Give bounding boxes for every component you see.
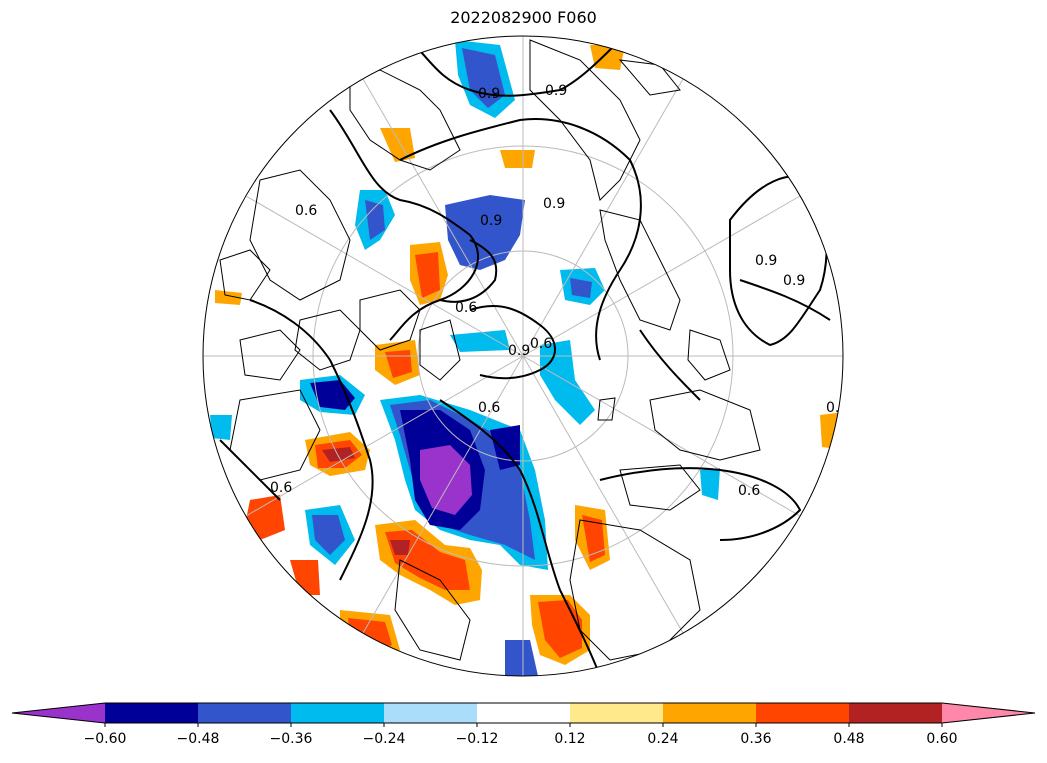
map-boundary [202, 35, 844, 677]
colorbar-segment [198, 703, 291, 723]
graticule [203, 36, 843, 676]
colorbar-tick-label: −0.60 [84, 731, 127, 747]
contour-label: 0.6 [270, 480, 292, 496]
colorbar-segment [849, 703, 942, 723]
colorbar-segment [384, 703, 477, 723]
contour-label: 0.9 [755, 253, 777, 269]
contour-label: 0.9 [545, 83, 567, 99]
colorbar-tick-label: −0.12 [456, 731, 499, 747]
contour-label: 0.9 [480, 213, 502, 229]
colorbar-segment [570, 703, 663, 723]
contour-label: 0.6 [826, 400, 848, 416]
colorbar-tick-label: 0.12 [554, 731, 585, 747]
colorbar-tick-label: 0.60 [926, 731, 957, 747]
contour-label: 0.9 [508, 343, 530, 359]
map-title: 2022082900 F060 [450, 8, 597, 27]
colorbar: −0.60 −0.48 −0.36 −0.24 −0.12 0.12 0.24 0.36 0.4… [11, 702, 1036, 747]
contour-label: 0.9 [478, 86, 500, 102]
colorbar-segment [663, 703, 756, 723]
colorbar-segment [477, 703, 570, 723]
colorbar-segment [105, 703, 198, 723]
coastlines [219, 39, 761, 661]
contour-label: 0.6 [295, 203, 317, 219]
contour-label: 0.9 [783, 273, 805, 289]
contour-label: 0.9 [543, 196, 565, 212]
polar-map: 0.9 0.9 0.9 0.9 0.9 0.9 0.9 0.6 0.6 0.6 … [202, 35, 848, 677]
shaded-anomalies [210, 40, 843, 676]
colorbar-tick-label: −0.24 [363, 731, 406, 747]
colorbar-tick-label: 0.24 [647, 731, 678, 747]
contour-lines [219, 39, 831, 676]
colorbar-tick-label: 0.36 [740, 731, 771, 747]
contour-label: 0.6 [530, 336, 552, 352]
colorbar-tick-label: 0.48 [833, 731, 864, 747]
contour-label: 0.6 [738, 483, 760, 499]
colorbar-segment [12, 703, 105, 723]
colorbar-segment [291, 703, 384, 723]
colorbar-segment [756, 703, 849, 723]
colorbar-tick-label: −0.48 [177, 731, 220, 747]
colorbar-tick-label: −0.36 [270, 731, 313, 747]
colorbar-segment [942, 703, 1035, 723]
contour-label: 0.6 [455, 300, 477, 316]
contour-label: 0.6 [478, 400, 500, 416]
contour-labels: 0.9 0.9 0.9 0.9 0.9 0.9 0.9 0.6 0.6 0.6 … [270, 83, 848, 499]
